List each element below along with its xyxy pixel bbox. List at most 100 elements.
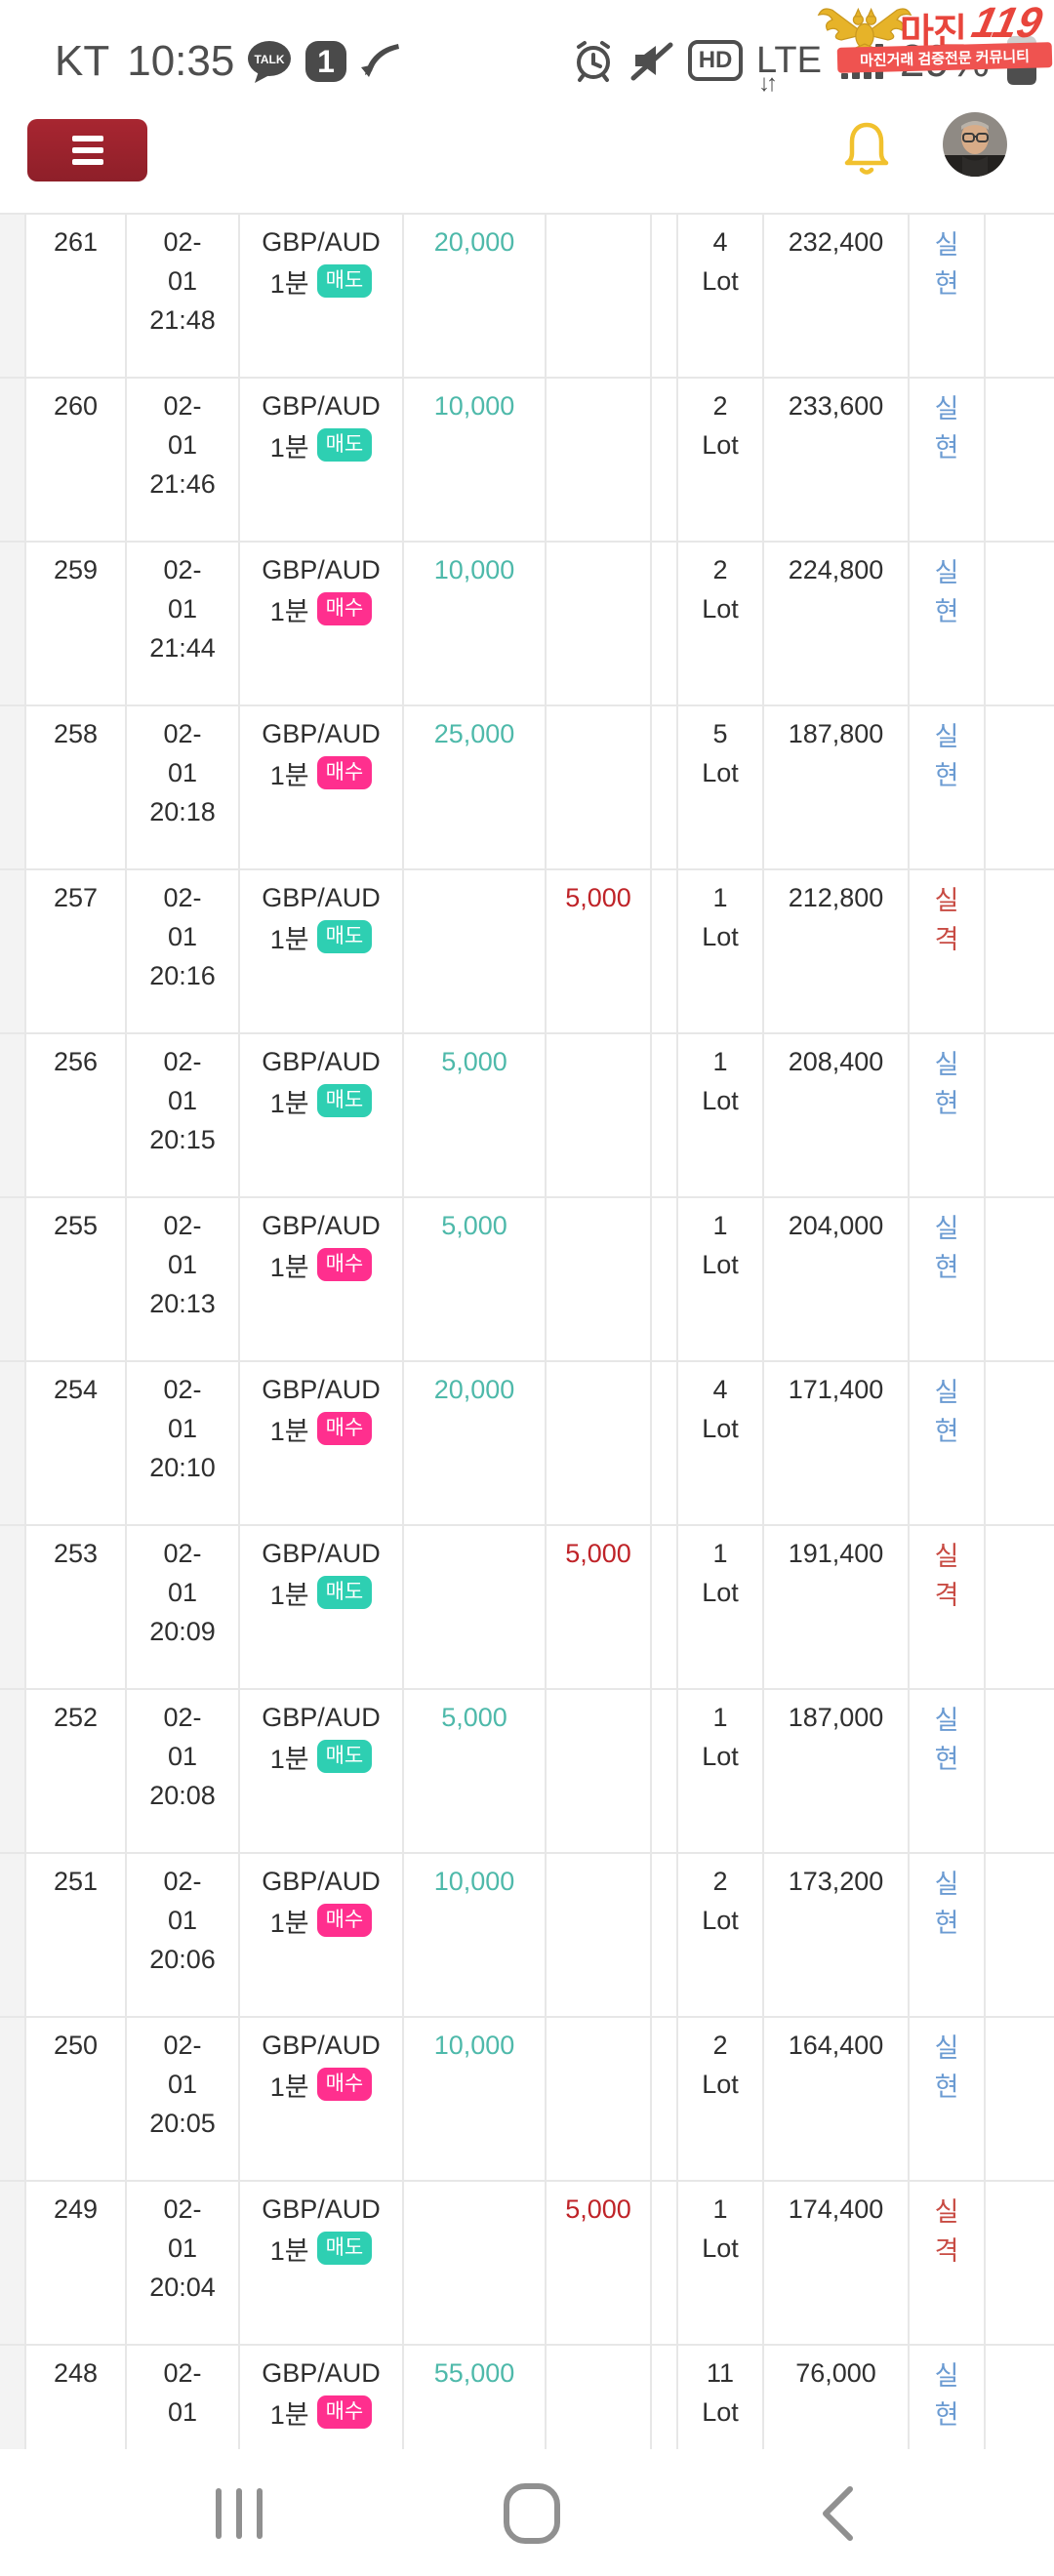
lot-cell: 2 Lot [678, 1854, 764, 2016]
side-badge: 매도 [316, 1740, 373, 1773]
row-number-cell: 248 [26, 2346, 127, 2449]
table-row[interactable]: 251 02- 01 20:06 GBP/AUD 1분 매수 10,000 2 … [0, 1854, 1054, 2018]
time: 20:10 [149, 1452, 216, 1482]
row-number-cell: 260 [26, 379, 127, 541]
date-line1: 02- [163, 390, 202, 421]
lot-count: 5 [712, 718, 728, 748]
date-line2: 01 [167, 593, 198, 624]
clipped-left-cell [0, 215, 26, 377]
time: 20:05 [149, 2108, 216, 2138]
table-row[interactable]: 258 02- 01 20:18 GBP/AUD 1분 매수 25,000 5 … [0, 706, 1054, 870]
lot-count: 4 [712, 226, 728, 257]
lot-unit: Lot [702, 1905, 739, 1935]
profit-amount: 5,000 [441, 1046, 507, 1076]
loss-amount: 5,000 [565, 1538, 631, 1568]
clipped-right-cell [986, 1526, 1054, 1688]
side-badge: 매수 [316, 592, 373, 625]
recent-apps-button[interactable] [200, 2475, 278, 2553]
date-line2: 01 [167, 2396, 198, 2427]
lot-count: 1 [712, 1538, 728, 1568]
side-badge: 매도 [316, 2232, 373, 2265]
table-row[interactable]: 256 02- 01 20:15 GBP/AUD 1분 매도 5,000 1 L… [0, 1034, 1054, 1198]
loss-cell [547, 706, 652, 868]
avatar[interactable] [943, 112, 1007, 177]
lot-count: 2 [712, 554, 728, 584]
clipped-middle-cell [652, 2018, 678, 2180]
content-area: 261 02- 01 21:48 GBP/AUD 1분 매도 20,000 4 … [0, 213, 1054, 2449]
table-row[interactable]: 249 02- 01 20:04 GBP/AUD 1분 매도 5,000 1 L… [0, 2182, 1054, 2346]
side-badge: 매도 [316, 1576, 373, 1609]
value-cell: 212,800 [764, 870, 910, 1032]
trade-value: 233,600 [788, 390, 884, 421]
row-number: 253 [53, 1538, 99, 1568]
clipped-middle-cell [652, 870, 678, 1032]
table-row[interactable]: 252 02- 01 20:08 GBP/AUD 1분 매도 5,000 1 L… [0, 1690, 1054, 1854]
clipped-right-cell [986, 1034, 1054, 1196]
value-cell: 174,400 [764, 2182, 910, 2344]
table-row[interactable]: 259 02- 01 21:44 GBP/AUD 1분 매수 10,000 2 … [0, 543, 1054, 706]
data-arrows-icon: ↓↑ [758, 69, 778, 97]
lot-count: 1 [712, 882, 728, 912]
clipped-right-cell [986, 2182, 1054, 2344]
lot-unit: Lot [702, 921, 739, 951]
clipped-left-cell [0, 870, 26, 1032]
loss-amount [547, 222, 650, 262]
time: 20:09 [149, 1616, 216, 1646]
table-row[interactable]: 248 02- 01 GBP/AUD 1분 매수 55,000 11 Lot 7… [0, 2346, 1054, 2449]
lot-unit: Lot [702, 593, 739, 624]
datetime-cell: 02- 01 20:09 [127, 1526, 240, 1688]
side-badge: 매도 [316, 264, 373, 298]
instrument-cell: GBP/AUD 1분 매도 [240, 1034, 404, 1196]
date-line2: 01 [167, 1249, 198, 1279]
row-number-cell: 258 [26, 706, 127, 868]
clipped-right-cell [986, 379, 1054, 541]
back-button[interactable] [798, 2475, 876, 2553]
lot-cell: 1 Lot [678, 1526, 764, 1688]
clipped-middle-cell [652, 379, 678, 541]
timeframe: 1분 [269, 432, 309, 463]
trade-value: 204,000 [788, 1210, 884, 1240]
profit-amount: 10,000 [433, 1866, 515, 1896]
clipped-middle-cell [652, 1034, 678, 1196]
table-row[interactable]: 253 02- 01 20:09 GBP/AUD 1분 매도 5,000 1 L… [0, 1526, 1054, 1690]
profit-amount: 20,000 [433, 1374, 515, 1404]
side-badge: 매수 [316, 1248, 373, 1281]
table-row[interactable]: 255 02- 01 20:13 GBP/AUD 1분 매수 5,000 1 L… [0, 1198, 1054, 1362]
clipped-left-cell [0, 1034, 26, 1196]
clipped-left-cell [0, 379, 26, 541]
clipped-right-cell [986, 2018, 1054, 2180]
notifications-button[interactable] [843, 118, 890, 179]
loss-amount [547, 2026, 650, 2065]
trade-value: 232,400 [788, 226, 884, 257]
profit-cell: 55,000 [404, 2346, 547, 2449]
lot-count: 2 [712, 390, 728, 421]
table-row[interactable]: 257 02- 01 20:16 GBP/AUD 1분 매도 5,000 1 L… [0, 870, 1054, 1034]
symbol: GBP/AUD [262, 226, 381, 257]
profit-amount: 20,000 [433, 226, 515, 257]
loss-cell [547, 2346, 652, 2449]
value-cell: 187,800 [764, 706, 910, 868]
table-row[interactable]: 260 02- 01 21:46 GBP/AUD 1분 매도 10,000 2 … [0, 379, 1054, 543]
trade-value: 191,400 [788, 1538, 884, 1568]
menu-button[interactable] [27, 119, 147, 181]
clipped-left-cell [0, 543, 26, 704]
table-row[interactable]: 261 02- 01 21:48 GBP/AUD 1분 매도 20,000 4 … [0, 215, 1054, 379]
lot-unit: Lot [702, 265, 739, 296]
side-badge: 매수 [316, 1904, 373, 1937]
time: 20:13 [149, 1288, 216, 1318]
lot-count: 11 [706, 2357, 735, 2388]
clipped-middle-cell [652, 543, 678, 704]
table-row[interactable]: 254 02- 01 20:10 GBP/AUD 1분 매수 20,000 4 … [0, 1362, 1054, 1526]
clipped-right-cell [986, 1690, 1054, 1852]
timeframe: 1분 [269, 2235, 309, 2266]
table-row[interactable]: 250 02- 01 20:05 GBP/AUD 1분 매수 10,000 2 … [0, 2018, 1054, 2182]
timeframe: 1분 [269, 1908, 309, 1938]
home-button[interactable] [493, 2475, 571, 2553]
instrument-cell: GBP/AUD 1분 매수 [240, 1854, 404, 2016]
clipped-left-cell [0, 1362, 26, 1524]
nav-bar [0, 2449, 1054, 2576]
symbol: GBP/AUD [262, 882, 381, 912]
date-line2: 01 [167, 1741, 198, 1771]
